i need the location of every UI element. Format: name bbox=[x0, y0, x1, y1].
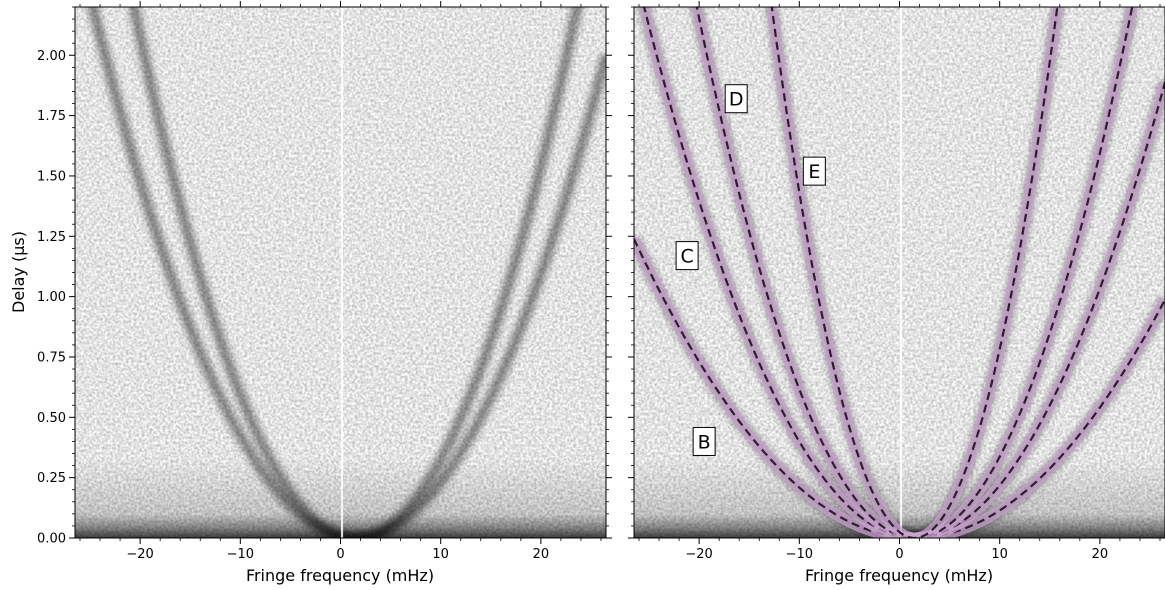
curve-label-box bbox=[675, 241, 699, 271]
curve-label-text: B bbox=[698, 431, 711, 453]
y-tick-label: 0.00 bbox=[37, 532, 66, 547]
x-tick-label: 20 bbox=[1092, 547, 1109, 562]
x-tick-label: 10 bbox=[432, 547, 449, 562]
x-tick-label: −20 bbox=[126, 547, 153, 562]
fit-curve-B bbox=[634, 238, 1165, 538]
left-central-core bbox=[254, 498, 444, 538]
curve-label-box bbox=[724, 84, 748, 114]
curve-label-E: E bbox=[802, 156, 826, 186]
left-y-axis-label: Delay (μs) bbox=[9, 231, 28, 313]
curve-label-D: D bbox=[724, 84, 748, 114]
right-fit-curves bbox=[634, 7, 1165, 538]
y-tick-label: 1.00 bbox=[37, 290, 66, 305]
curve-label-B: B bbox=[692, 426, 716, 456]
left-x-axis-label: Fringe frequency (mHz) bbox=[246, 566, 434, 585]
x-tick-label: 0 bbox=[336, 547, 344, 562]
fit-curve-C bbox=[642, 7, 1165, 538]
y-tick-label: 0.25 bbox=[37, 471, 66, 486]
y-tick-label: 1.25 bbox=[37, 230, 66, 245]
curve-label-C: C bbox=[675, 241, 699, 271]
fit-curve-E bbox=[770, 7, 1059, 538]
x-tick-label: 20 bbox=[533, 547, 550, 562]
y-tick-label: 0.75 bbox=[37, 350, 66, 365]
x-tick-label: 0 bbox=[895, 547, 903, 562]
curve-label-text: E bbox=[808, 161, 820, 183]
right-curve-labels: B C D E bbox=[675, 84, 826, 456]
y-tick-label: 1.75 bbox=[37, 109, 66, 124]
left-axes: −20 −10 0 10 20 0.00 0.25 0.50 0.75 1.00 1.25 1.50 1… bbox=[37, 1, 612, 562]
curve-label-text: D bbox=[729, 89, 744, 111]
y-tick-label: 0.50 bbox=[37, 411, 66, 426]
x-tick-label: −10 bbox=[786, 547, 813, 562]
curve-label-box bbox=[802, 156, 826, 186]
x-tick-label: −20 bbox=[685, 547, 712, 562]
y-tick-label: 1.50 bbox=[37, 169, 66, 184]
right-axes: −20 −10 0 10 20 bbox=[628, 1, 1161, 562]
right-panel: B C D E −20 −10 0 10 20 Fringe frequency (mHz) bbox=[628, 1, 1165, 585]
right-x-axis-label: Fringe frequency (mHz) bbox=[805, 566, 993, 585]
curve-label-text: C bbox=[680, 246, 693, 268]
y-tick-label: 2.00 bbox=[37, 49, 66, 64]
left-panel: −20 −10 0 10 20 0.00 0.25 0.50 0.75 1.00 1.25 1.50 1… bbox=[9, 1, 612, 585]
x-tick-label: −10 bbox=[227, 547, 254, 562]
curve-label-box bbox=[692, 426, 716, 456]
x-tick-label: 10 bbox=[991, 547, 1008, 562]
